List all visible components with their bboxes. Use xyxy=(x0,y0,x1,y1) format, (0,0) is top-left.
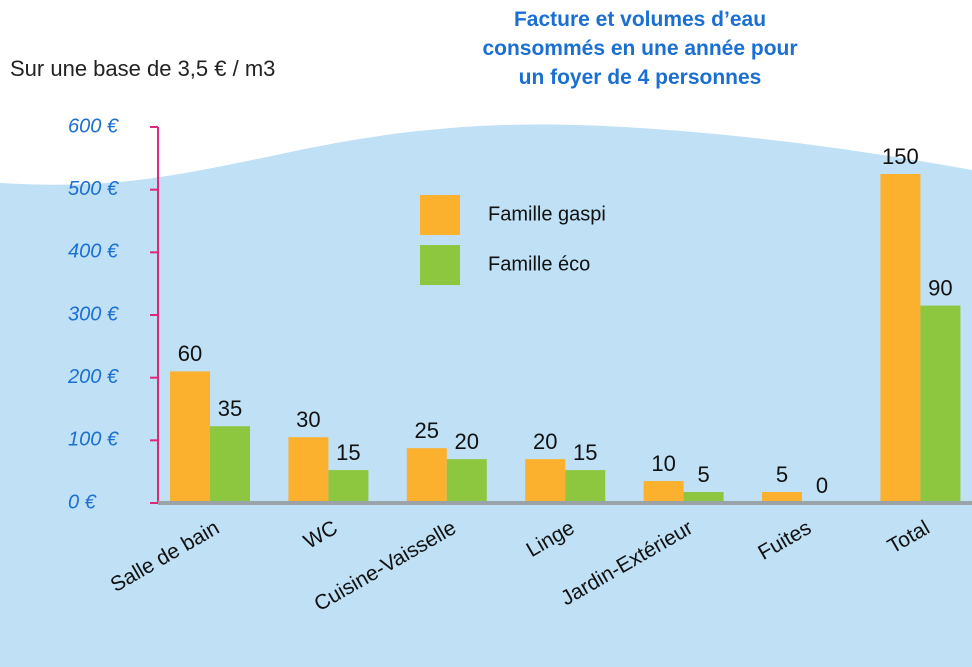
value-label: 10 xyxy=(651,451,675,476)
legend-swatch xyxy=(420,245,460,285)
value-label: 15 xyxy=(573,440,597,465)
legend-label: Famille éco xyxy=(488,253,590,275)
bar xyxy=(170,371,210,503)
value-label: 5 xyxy=(697,462,709,487)
value-label: 25 xyxy=(415,418,439,443)
value-label: 5 xyxy=(776,462,788,487)
bar xyxy=(328,470,368,503)
value-label: 15 xyxy=(336,440,360,465)
bar xyxy=(920,306,960,503)
bar xyxy=(565,470,605,503)
water-background xyxy=(0,124,972,667)
bar xyxy=(447,459,487,503)
chart: Sur une base de 3,5 € / m3 Facture et vo… xyxy=(0,0,972,667)
value-label: 30 xyxy=(296,407,320,432)
legend-swatch xyxy=(420,195,460,235)
y-tick-label: 600 € xyxy=(68,115,119,137)
value-label: 20 xyxy=(533,429,557,454)
y-tick-label: 100 € xyxy=(68,429,119,451)
value-label: 60 xyxy=(178,341,202,366)
bar xyxy=(407,448,447,503)
value-label: 90 xyxy=(928,275,952,300)
y-tick-label: 400 € xyxy=(68,241,119,263)
legend-label: Famille gaspi xyxy=(488,203,606,225)
bar xyxy=(525,459,565,503)
value-label: 20 xyxy=(455,429,479,454)
y-tick-label: 500 € xyxy=(68,178,119,200)
value-label: 150 xyxy=(882,144,919,169)
bar xyxy=(210,426,250,503)
subtitle: Sur une base de 3,5 € / m3 xyxy=(10,56,275,81)
bar xyxy=(288,437,328,503)
value-label: 0 xyxy=(816,473,828,498)
y-tick-label: 300 € xyxy=(68,303,119,325)
bar xyxy=(880,174,920,503)
value-label: 35 xyxy=(218,396,242,421)
y-tick-label: 200 € xyxy=(67,366,119,388)
y-tick-label: 0 € xyxy=(68,491,97,513)
bar xyxy=(644,481,684,503)
